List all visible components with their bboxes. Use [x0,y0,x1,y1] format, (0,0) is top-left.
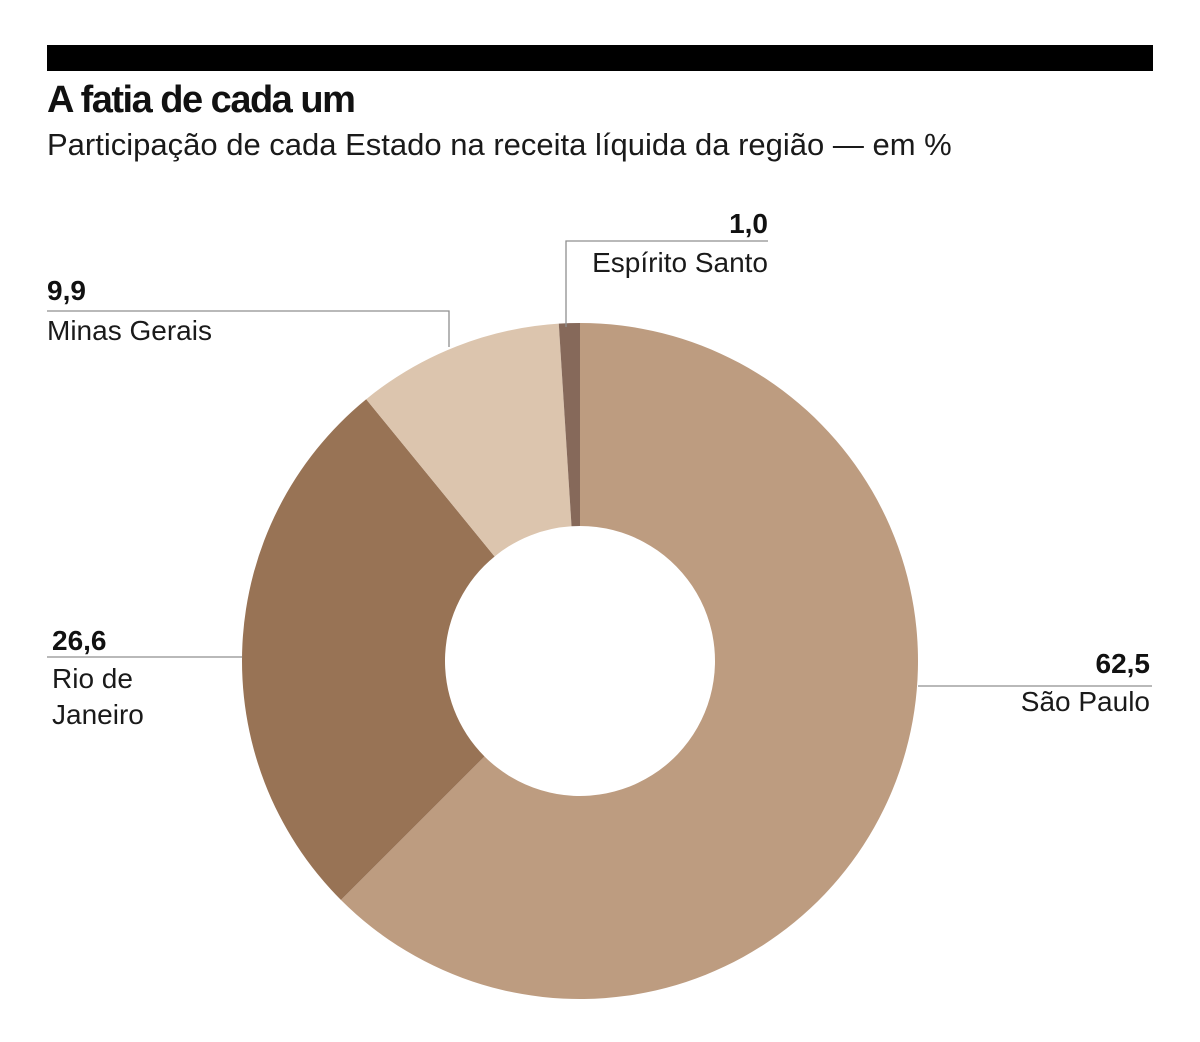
category-label-rio-de-janeiro-line2: Janeiro [52,699,144,730]
chart-subtitle: Participação de cada Estado na receita l… [47,127,952,162]
leader-line-minas-gerais [47,310,450,347]
leader-lines [47,240,1152,687]
slice-sao-paulo [340,323,919,999]
category-label-minas-gerais: Minas Gerais [47,315,212,346]
leader-line-espirito-santo [565,240,768,327]
category-label-rio-de-janeiro-line1: Rio de [52,663,133,694]
label-group-minas-gerais: 9,9 Minas Gerais [47,275,212,346]
value-label-espirito-santo: 1,0 [729,208,768,239]
donut-slices [241,323,919,999]
category-label-espirito-santo: Espírito Santo [592,247,768,278]
value-label-minas-gerais: 9,9 [47,275,86,306]
chart-title: A fatia de cada um [47,79,356,121]
slice-espirito-santo [558,323,580,527]
category-label-sao-paulo: São Paulo [1021,686,1150,717]
label-group-rio-de-janeiro: 26,6 Rio de Janeiro [52,625,144,730]
slice-minas-gerais [366,323,572,557]
label-group-sao-paulo: 62,5 São Paulo [1021,648,1150,717]
top-rule [47,45,1153,71]
slice-rio-de-janeiro [241,399,495,901]
label-group-espirito-santo: 1,0 Espírito Santo [592,208,768,278]
value-label-sao-paulo: 62,5 [1096,648,1151,679]
value-label-rio-de-janeiro: 26,6 [52,625,107,656]
